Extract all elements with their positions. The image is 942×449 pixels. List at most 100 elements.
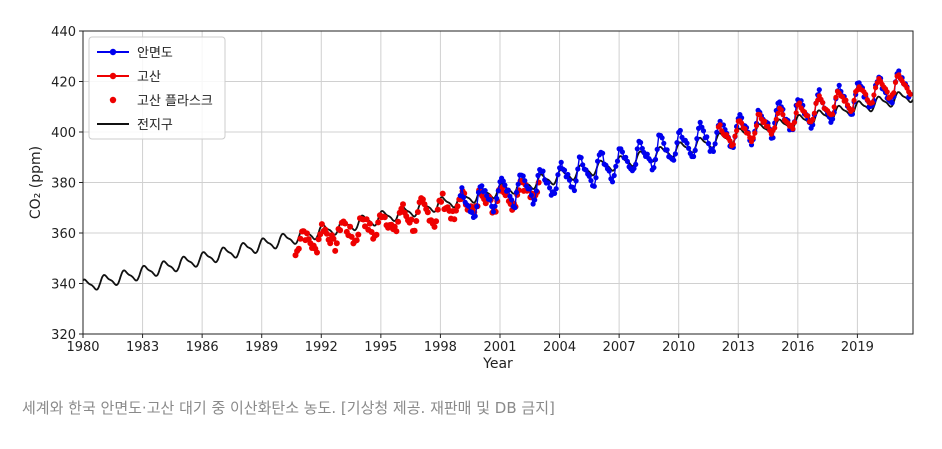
legend-swatch-marker — [109, 48, 117, 56]
data-point — [790, 126, 796, 132]
x-axis-title: Year — [482, 356, 513, 372]
data-point — [869, 100, 875, 106]
y-tick-label: 320 — [51, 328, 76, 343]
data-point — [566, 177, 573, 183]
legend-item: 고산 플라스크 — [109, 94, 213, 109]
data-point — [600, 150, 606, 156]
data-point — [871, 92, 877, 98]
data-point — [793, 110, 799, 116]
data-point — [780, 112, 786, 118]
data-point — [692, 147, 698, 153]
data-point — [330, 235, 337, 242]
x-tick-label: 1986 — [186, 340, 219, 355]
data-point — [593, 175, 599, 181]
data-point — [375, 219, 382, 226]
data-point — [314, 249, 320, 256]
data-point — [619, 149, 626, 155]
data-point — [839, 94, 846, 100]
data-point — [820, 100, 826, 106]
data-point — [571, 187, 578, 194]
data-point — [750, 135, 756, 141]
data-point — [672, 151, 679, 157]
data-point — [664, 147, 670, 153]
data-point — [863, 91, 869, 97]
data-point — [694, 136, 700, 142]
series-1 — [715, 72, 914, 149]
x-tick-label: 2001 — [483, 340, 516, 355]
data-point — [414, 209, 421, 215]
data-point — [734, 128, 740, 134]
data-point — [639, 145, 645, 152]
data-point — [753, 123, 760, 129]
data-point — [522, 178, 528, 184]
data-point — [490, 209, 496, 215]
data-point — [528, 192, 535, 198]
data-point — [465, 203, 472, 209]
data-point — [765, 123, 771, 129]
data-point — [304, 230, 310, 237]
data-point — [775, 110, 781, 116]
data-point — [315, 236, 322, 243]
data-point — [553, 186, 559, 192]
data-point — [472, 213, 478, 219]
data-point — [757, 112, 763, 118]
data-point — [661, 140, 667, 146]
data-point — [366, 220, 373, 227]
y-axis-title: CO₂ (ppm) — [28, 146, 44, 219]
data-point — [624, 158, 631, 164]
data-point — [714, 129, 720, 135]
data-point — [732, 133, 738, 139]
data-point — [502, 182, 508, 188]
y-tick-label: 380 — [51, 177, 76, 192]
data-point — [391, 223, 398, 230]
x-tick-label: 1995 — [364, 340, 397, 355]
data-point — [648, 158, 654, 164]
data-point — [884, 89, 890, 95]
data-point — [811, 110, 818, 116]
data-point — [595, 158, 601, 164]
data-point — [342, 220, 349, 227]
data-point — [578, 155, 584, 161]
data-point — [373, 231, 380, 238]
data-point — [849, 107, 856, 113]
data-point — [413, 218, 420, 224]
x-tick-label: 2004 — [543, 340, 576, 355]
x-tick-label: 2016 — [781, 340, 814, 355]
data-point — [509, 197, 515, 203]
legend-label: 전지구 — [137, 118, 173, 133]
data-point — [851, 97, 857, 103]
data-point — [318, 221, 325, 228]
legend-label: 고산 — [137, 70, 161, 85]
data-point — [347, 223, 354, 230]
y-tick-label: 400 — [51, 126, 76, 141]
y-tick-label: 340 — [51, 278, 76, 293]
data-point — [527, 186, 533, 192]
data-point — [398, 205, 405, 212]
data-point — [805, 113, 811, 119]
data-point — [830, 111, 836, 117]
data-point — [591, 183, 597, 189]
data-point — [778, 107, 784, 113]
legend-box — [88, 36, 226, 140]
data-point — [614, 158, 621, 164]
data-point — [652, 156, 659, 163]
x-tick-label: 2013 — [722, 340, 755, 355]
data-point — [469, 209, 475, 215]
data-point — [474, 203, 480, 210]
data-point — [532, 197, 538, 203]
x-tick-label: 1989 — [245, 340, 278, 355]
x-tick-label: 1998 — [424, 340, 457, 355]
data-point — [717, 122, 723, 128]
data-point — [323, 230, 330, 237]
legend-item: 전지구 — [97, 118, 173, 133]
data-point — [500, 178, 506, 184]
data-point — [674, 140, 680, 146]
data-point — [727, 138, 733, 144]
data-point — [552, 190, 558, 196]
data-point — [609, 179, 616, 185]
data-point — [459, 185, 465, 191]
data-point — [697, 119, 703, 125]
data-point — [431, 223, 438, 230]
data-point — [777, 99, 783, 105]
data-point — [381, 214, 388, 221]
